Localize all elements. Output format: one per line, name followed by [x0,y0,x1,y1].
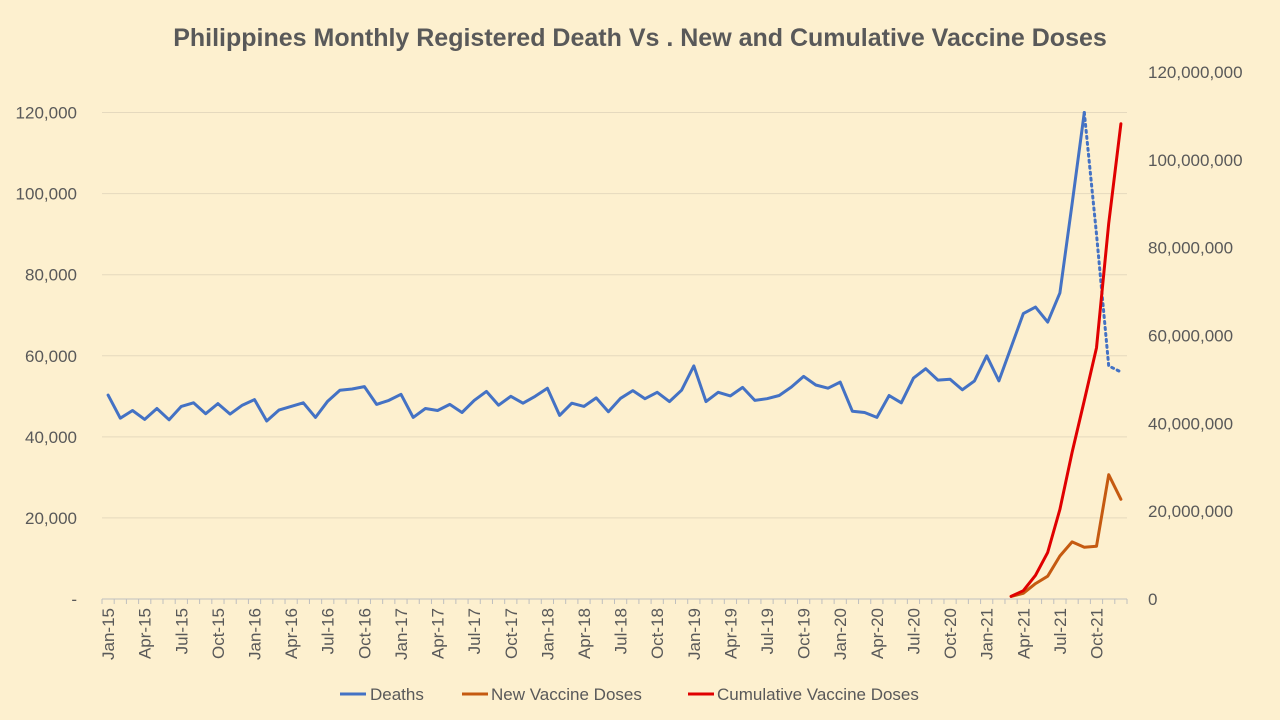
y-left-tick-label: 100,000 [16,185,77,204]
y-left-tick-label: 80,000 [25,266,77,285]
series-line-deaths-projected [1082,111,1123,374]
legend: Deaths New Vaccine Doses Cumulative Vaccin… [340,685,919,704]
x-tick-label: Jul-18 [612,608,631,654]
y-left-tick-label: 20,000 [25,509,77,528]
x-tick-label: Apr-16 [282,608,301,659]
series-lines [106,111,1123,598]
x-tick-label: Jan-16 [246,608,265,660]
x-tick-label: Jul-20 [904,608,923,654]
y-right-tick-label: 100,000,000 [1148,151,1243,170]
y-right-tick-label: 20,000,000 [1148,502,1233,521]
x-tick-label: Apr-21 [1014,608,1033,659]
series-line-cumulative-vaccine-doses [1009,122,1123,598]
y-left-tick-label: 120,000 [16,104,77,123]
y-right-tick-label: 60,000,000 [1148,327,1233,346]
x-tick-label: Oct-19 [795,608,814,659]
x-tick-label: Jan-21 [978,608,997,660]
legend-label: New Vaccine Doses [491,685,642,704]
x-tick-label: Jan-18 [538,608,557,660]
x-tick-label: Jul-17 [465,608,484,654]
x-tick-label: Oct-16 [355,608,374,659]
x-tick-label: Jul-21 [1051,608,1070,654]
x-tick-label: Oct-15 [209,608,228,659]
series-line-deaths [106,111,1086,423]
y-right-tick-label: 80,000,000 [1148,239,1233,258]
chart-title: Philippines Monthly Registered Death Vs … [173,24,1107,52]
y-right-tick-label: 120,000,000 [1148,63,1243,82]
x-tick-label: Jan-15 [99,608,118,660]
y-right-tick-label: 0 [1148,590,1157,609]
x-tick-label: Oct-17 [502,608,521,659]
x-tick-label: Apr-19 [721,608,740,659]
x-tick-label: Apr-15 [136,608,155,659]
x-tick-label: Jan-17 [392,608,411,660]
x-tick-label: Oct-21 [1087,608,1106,659]
y-right-tick-label: 40,000,000 [1148,414,1233,433]
y-left-tick-label: 60,000 [25,347,77,366]
gridlines [102,112,1127,519]
x-tick-label: Apr-18 [575,608,594,659]
x-tick-label: Oct-18 [648,608,667,659]
axes: - 20,000 40,000 60,000 80,000 100,000 120,000 0… [16,63,1243,660]
x-tick-label: Jan-19 [685,608,704,660]
legend-label: Cumulative Vaccine Doses [717,685,919,704]
x-tick-label: Apr-17 [429,608,448,659]
x-tick-label: Jul-19 [758,608,777,654]
y-left-tick-label: 40,000 [25,428,77,447]
legend-label: Deaths [370,685,424,704]
y-left-tick-label: - [71,590,77,609]
x-tick-label: Oct-20 [941,608,960,659]
x-tick-label: Jul-15 [172,608,191,654]
x-tick-label: Jan-20 [831,608,850,660]
x-tick-label: Jul-16 [319,608,338,654]
series-line-new-vaccine-doses [1009,473,1123,598]
x-tick-label: Apr-20 [868,608,887,659]
